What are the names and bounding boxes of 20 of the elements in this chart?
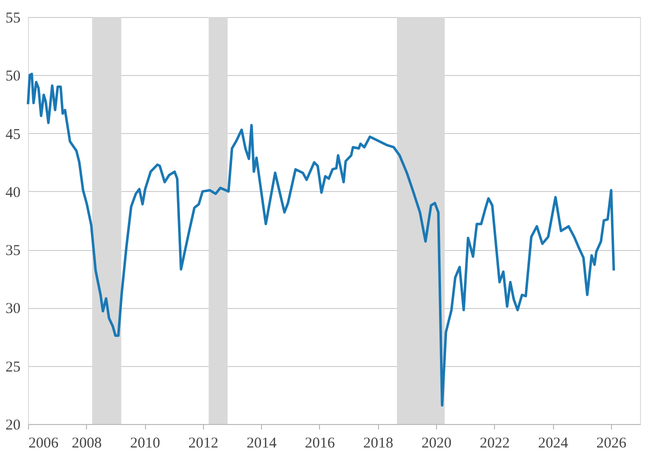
x-tick-label: 2016 [304, 436, 336, 452]
x-tick-label: 2018 [363, 436, 394, 452]
y-tick-label: 25 [6, 359, 20, 376]
y-tick-label: 30 [6, 301, 20, 318]
y-tick-label: 35 [6, 243, 20, 260]
y-tick-label: 45 [6, 126, 20, 143]
y-tick-label: 20 [6, 418, 20, 434]
x-tick-label: 2012 [188, 436, 218, 452]
y-tick-label: 50 [6, 68, 20, 85]
x-tick-label: 2026 [596, 436, 627, 452]
x-tick-label: 2010 [130, 436, 160, 452]
y-tick-label: 55 [6, 10, 20, 26]
x-tick-label: 2020 [422, 436, 452, 452]
x-tick-label: 2006 [28, 436, 59, 452]
x-tick-label: 2022 [480, 436, 510, 452]
x-tick-label: 2014 [246, 436, 278, 452]
y-tick-label: 40 [6, 184, 20, 201]
line-series [26, 72, 616, 407]
x-tick-label: 2008 [72, 436, 102, 452]
x-tick-label: 2024 [538, 436, 569, 452]
